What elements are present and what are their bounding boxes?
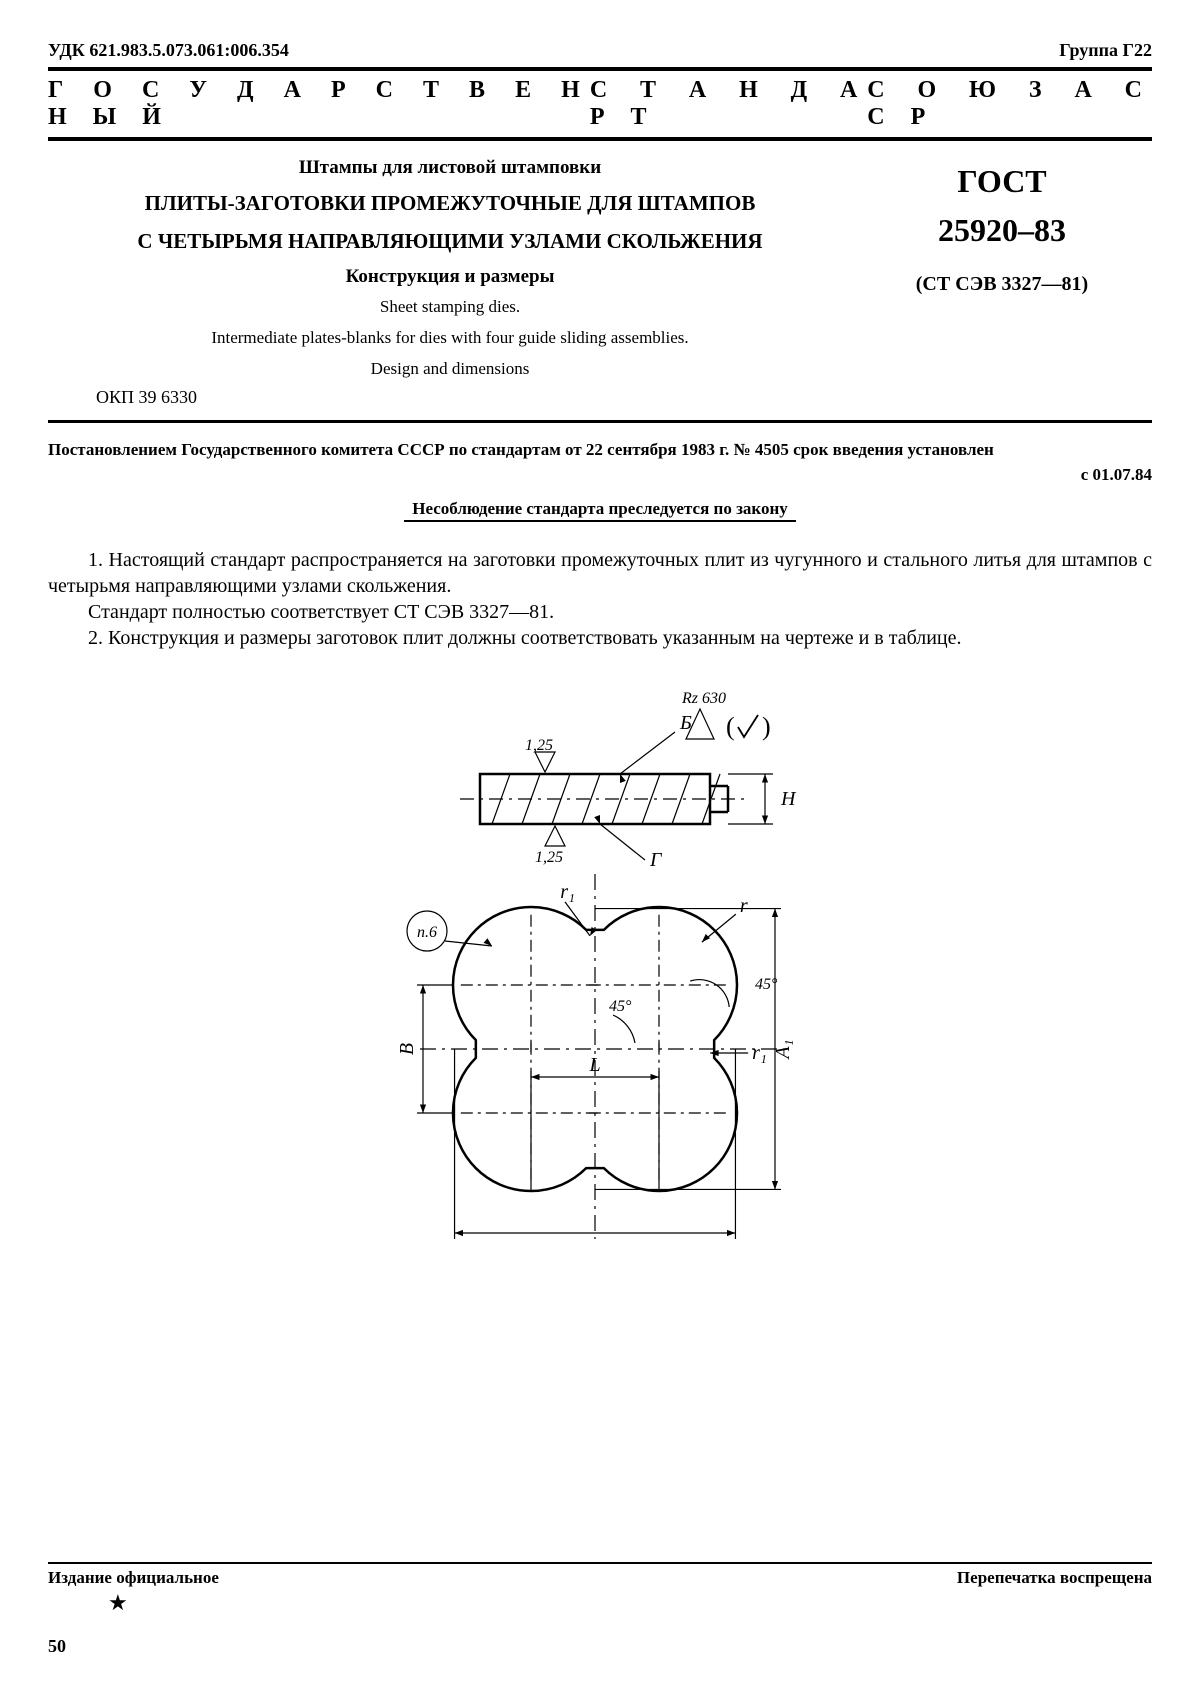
svg-text:r₁: r₁ [752,1042,767,1064]
group-code: Группа Г22 [1059,40,1152,61]
body-text: 1. Настоящий стандарт распространяется н… [48,547,1152,651]
footer-right: Перепечатка воспрещена [957,1568,1152,1588]
banner-word-3: С О Ю З А С С Р [867,77,1152,131]
law-warning: Несоблюдение стандарта преследуется по з… [48,499,1152,519]
title-en-1: Sheet stamping dies. [56,296,844,319]
svg-text:п.6: п.6 [417,924,437,941]
title-block: Штампы для листовой штамповки ПЛИТЫ-ЗАГО… [48,141,1152,423]
okp-code: ОКП 39 6330 [56,387,844,408]
svg-text:r: r [740,896,748,918]
title-left: Штампы для листовой штамповки ПЛИТЫ-ЗАГО… [48,151,852,408]
svg-text:A₁: A₁ [772,1040,794,1061]
para-2: Стандарт полностью соответствует СТ СЭВ … [48,599,1152,625]
footer-rule [48,1562,1152,1564]
para-1: 1. Настоящий стандарт распространяется н… [48,547,1152,599]
page: УДК 621.983.5.073.061:006.354 Группа Г22… [0,0,1200,1697]
footer-left: Издание официальное [48,1568,219,1588]
law-warning-text: Несоблюдение стандарта преследуется по з… [404,499,796,522]
svg-text:45°: 45° [609,998,632,1015]
sev-ref: (СТ СЭВ 3327—81) [852,273,1152,296]
state-standard-banner: Г О С У Д А Р С Т В Е Н Н Ы Й С Т А Н Д … [48,67,1152,141]
subtitle: Конструкция и размеры [56,266,844,288]
star-icon: ★ [108,1590,1152,1616]
engineering-drawing-svg: 1,251,25БГHRz 630()п.6r₁r45°45°r₁LBA₁A [370,679,830,1239]
top-meta-row: УДК 621.983.5.073.061:006.354 Группа Г22 [48,40,1152,61]
decree-text: Постановлением Государственного комитета… [48,439,1152,462]
svg-text:Г: Г [649,849,663,871]
svg-text:Rz 630: Rz 630 [681,690,726,707]
gost-number: 25920–83 [852,212,1152,249]
svg-text:A: A [587,1238,602,1239]
svg-text:L: L [588,1054,600,1076]
page-number: 50 [48,1636,1152,1657]
pretitle: Штампы для листовой штамповки [56,157,844,179]
svg-text:B: B [396,1043,418,1055]
svg-text:H: H [780,788,797,810]
para-3: 2. Конструкция и размеры заготовок плит … [48,625,1152,651]
title-line-1: ПЛИТЫ-ЗАГОТОВКИ ПРОМЕЖУТОЧНЫЕ ДЛЯ ШТАМПО… [56,189,844,217]
figure: 1,251,25БГHRz 630()п.6r₁r45°45°r₁LBA₁A [48,679,1152,1244]
title-en-3: Design and dimensions [56,358,844,381]
gost-label: ГОСТ [852,163,1152,200]
svg-text:(: ( [726,712,735,741]
banner-word-1: Г О С У Д А Р С Т В Е Н Н Ы Й [48,77,590,131]
svg-text:r₁: r₁ [560,881,575,903]
banner-word-2: С Т А Н Д А Р Т [590,77,867,131]
svg-text:): ) [762,712,771,741]
udk-code: УДК 621.983.5.073.061:006.354 [48,40,289,61]
title-en-2: Intermediate plates-blanks for dies with… [56,327,844,350]
title-line-2: С ЧЕТЫРЬМЯ НАПРАВЛЯЮЩИМИ УЗЛАМИ СКОЛЬЖЕН… [56,227,844,255]
title-right: ГОСТ 25920–83 (СТ СЭВ 3327—81) [852,151,1152,408]
effective-date: с 01.07.84 [48,465,1152,485]
footer: Издание официальное Перепечатка воспреще… [48,1562,1152,1657]
svg-text:1,25: 1,25 [525,737,553,754]
svg-text:1,25: 1,25 [535,849,563,866]
